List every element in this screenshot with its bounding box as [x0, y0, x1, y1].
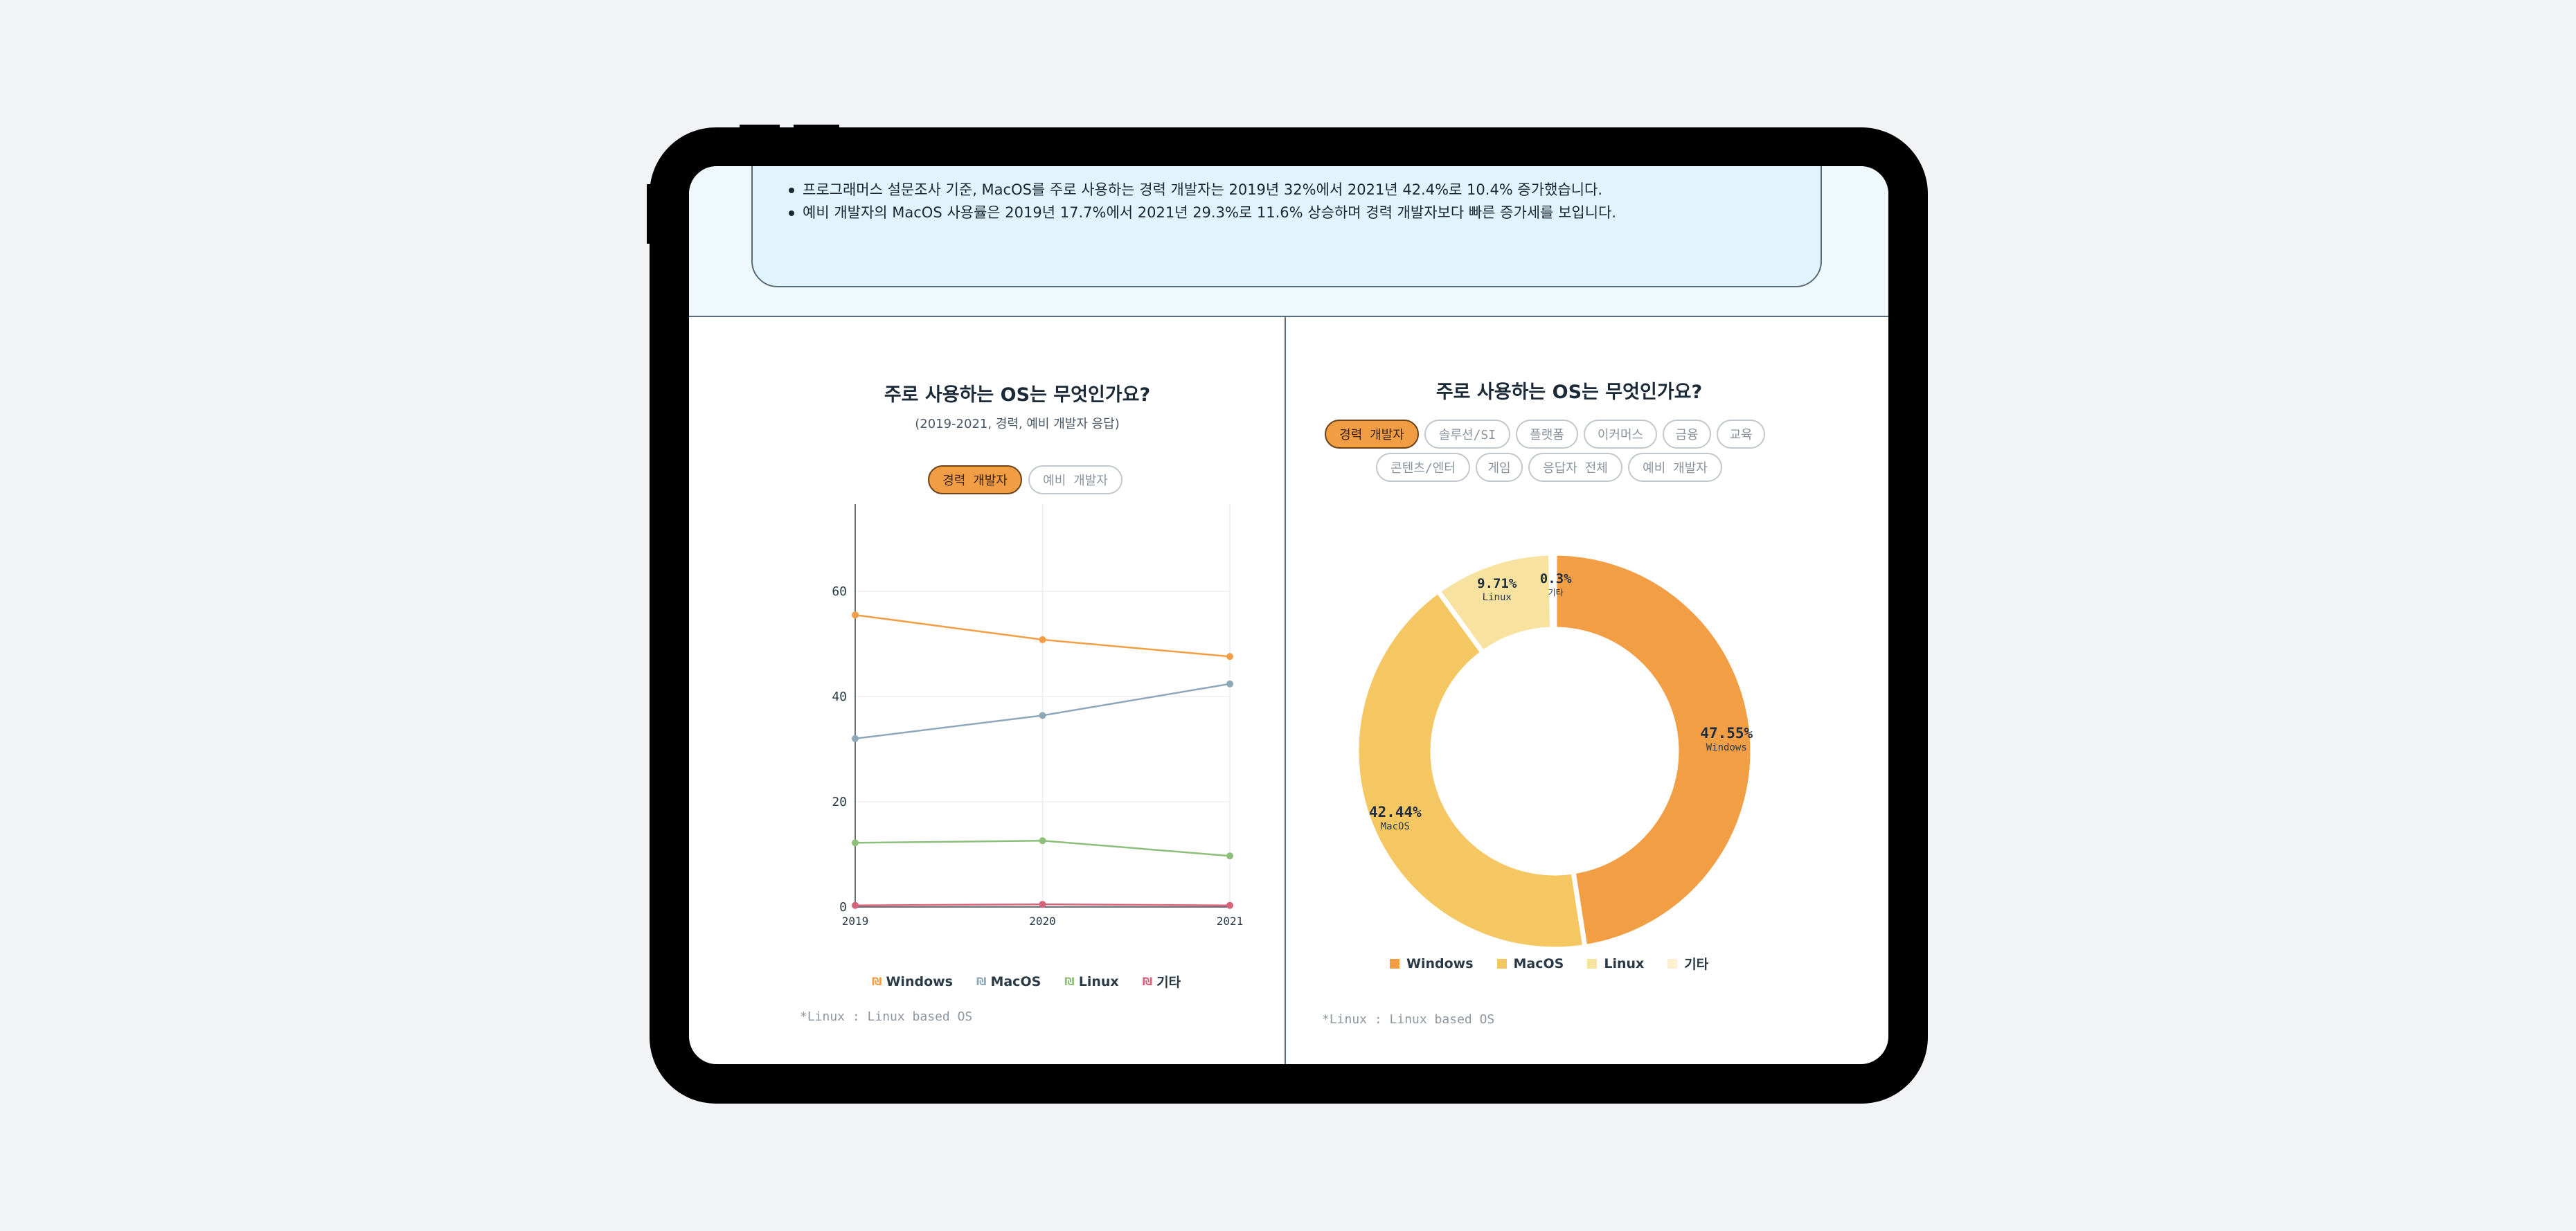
slice-value-label: 42.44% [1369, 804, 1422, 820]
slice-value-label: 0.3% [1540, 571, 1572, 586]
legend-item-windows[interactable]: Windows [1390, 956, 1474, 971]
data-point-other[interactable] [1039, 901, 1046, 908]
data-point-windows[interactable] [1039, 636, 1046, 643]
tab-ecommerce[interactable]: 이커머스 [1584, 420, 1657, 449]
x-tick-label: 2020 [1029, 915, 1056, 928]
line-legend-icon: ₪ [1142, 975, 1153, 988]
donut-slice-windows[interactable] [1552, 550, 1755, 950]
legend-label: Windows [1406, 955, 1474, 971]
donut-chart: 47.55%Windows 42.44%MacOS 9.71%Linux 0.3% 기타 [1354, 550, 1755, 952]
legend-item-linux[interactable]: Linux [1587, 956, 1644, 971]
line-chart: 020406080201920202021 [832, 504, 1244, 928]
line-chart-panel: 주로 사용하는 OS는 무엇인가요? (2019-2021, 경력, 예비 개발… [689, 317, 1285, 1064]
tab-career-developer[interactable]: 경력 개발자 [1325, 420, 1419, 449]
legend-label: Linux [1604, 955, 1645, 971]
insight-item: 예비 개발자의 MacOS 사용률은 2019년 17.7%에서 2021년 2… [789, 201, 1821, 224]
y-tick-label: 0 [839, 900, 847, 915]
donut-slice-macos[interactable] [1354, 587, 1588, 952]
data-point-other[interactable] [852, 901, 859, 909]
tab-all-respondents[interactable]: 응답자 전체 [1528, 453, 1622, 482]
data-point-other[interactable] [1226, 901, 1233, 909]
line-chart-legend: ₪ Windows ₪ MacOS ₪ Linux ₪ 기타 [872, 972, 1181, 991]
panel-divider [1285, 317, 1286, 1064]
data-point-linux[interactable] [1226, 852, 1233, 860]
insight-item: 프로그래머스 설문조사 기준, MacOS를 주로 사용하는 경력 개발자는 2… [789, 179, 1821, 201]
data-point-windows[interactable] [852, 611, 859, 619]
insight-box: 프로그래머스 설문조사 기준, MacOS를 주로 사용하는 경력 개발자는 2… [751, 166, 1822, 287]
tab-finance[interactable]: 금융 [1663, 420, 1711, 449]
tab-contents-entertainment[interactable]: 콘텐츠/엔터 [1376, 453, 1470, 482]
tab-career-developer[interactable]: 경력 개발자 [928, 465, 1022, 494]
y-tick-label: 40 [832, 690, 847, 704]
legend-label: Linux [1078, 973, 1119, 989]
legend-swatch [1496, 958, 1507, 969]
tab-solution-si[interactable]: 솔루션/SI [1424, 420, 1510, 449]
legend-item-macos[interactable]: MacOS [1496, 955, 1564, 971]
legend-label: 기타 [1684, 957, 1709, 972]
line-legend-icon: ₪ [1064, 975, 1075, 988]
chart-title: 주로 사용하는 OS는 무엇인가요? [1435, 381, 1703, 403]
donut-chart-legend: Windows MacOS Linux 기타 [1390, 954, 1708, 973]
chart-title: 주로 사용하는 OS는 무엇인가요? [884, 384, 1151, 406]
slice-name-label: MacOS [1381, 821, 1410, 832]
slice-name-label: Windows [1706, 742, 1747, 753]
y-tick-label: 60 [832, 584, 847, 599]
legend-label: Windows [886, 973, 953, 989]
tab-aspiring-developer[interactable]: 예비 개발자 [1628, 453, 1722, 482]
legend-label: MacOS [990, 973, 1041, 989]
insight-section: 프로그래머스 설문조사 기준, MacOS를 주로 사용하는 경력 개발자는 2… [689, 166, 1888, 317]
tablet-screen: 프로그래머스 설문조사 기준, MacOS를 주로 사용하는 경력 개발자는 2… [689, 166, 1888, 1064]
slice-value-label: 47.55% [1700, 725, 1753, 742]
legend-item-other[interactable]: ₪ 기타 [1143, 972, 1181, 991]
footnote: *Linux : Linux based OS [800, 1009, 973, 1024]
footnote: *Linux : Linux based OS [1322, 1012, 1495, 1027]
donut-chart-panel: 주로 사용하는 OS는 무엇인가요? 경력 개발자 솔루션/SI 플랫폼 이커머… [1286, 317, 1888, 1064]
legend-swatch [1390, 958, 1399, 969]
tab-aspiring-developer[interactable]: 예비 개발자 [1028, 465, 1122, 494]
legend-item-windows[interactable]: ₪ Windows [872, 974, 953, 989]
data-point-macos[interactable] [1226, 680, 1233, 688]
legend-item-macos[interactable]: ₪ MacOS [976, 974, 1041, 989]
data-point-windows[interactable] [1226, 653, 1233, 661]
x-tick-label: 2019 [842, 915, 869, 928]
data-point-linux[interactable] [852, 839, 859, 847]
line-legend-icon: ₪ [976, 975, 987, 988]
chart-subtitle: (2019-2021, 경력, 예비 개발자 응답) [915, 417, 1120, 431]
slice-name-label: Linux [1483, 592, 1512, 603]
legend-label: 기타 [1156, 975, 1181, 990]
data-point-macos[interactable] [852, 735, 859, 742]
tab-platform[interactable]: 플랫폼 [1516, 420, 1578, 449]
legend-label: MacOS [1513, 955, 1564, 971]
slice-value-label: 9.71% [1477, 576, 1517, 591]
legend-swatch [1667, 958, 1678, 969]
line-legend-icon: ₪ [872, 975, 882, 988]
x-tick-label: 2021 [1217, 915, 1244, 928]
tab-education[interactable]: 교육 [1717, 420, 1765, 449]
legend-swatch [1587, 958, 1598, 969]
legend-item-other[interactable]: 기타 [1667, 954, 1708, 973]
slice-name-label: 기타 [1548, 588, 1564, 597]
tab-game[interactable]: 게임 [1476, 453, 1523, 482]
data-point-linux[interactable] [1039, 837, 1046, 845]
y-tick-label: 20 [832, 795, 847, 809]
data-point-macos[interactable] [1039, 712, 1046, 719]
donut-slice-other[interactable] [1548, 550, 1557, 632]
legend-item-linux[interactable]: ₪ Linux [1064, 974, 1118, 989]
